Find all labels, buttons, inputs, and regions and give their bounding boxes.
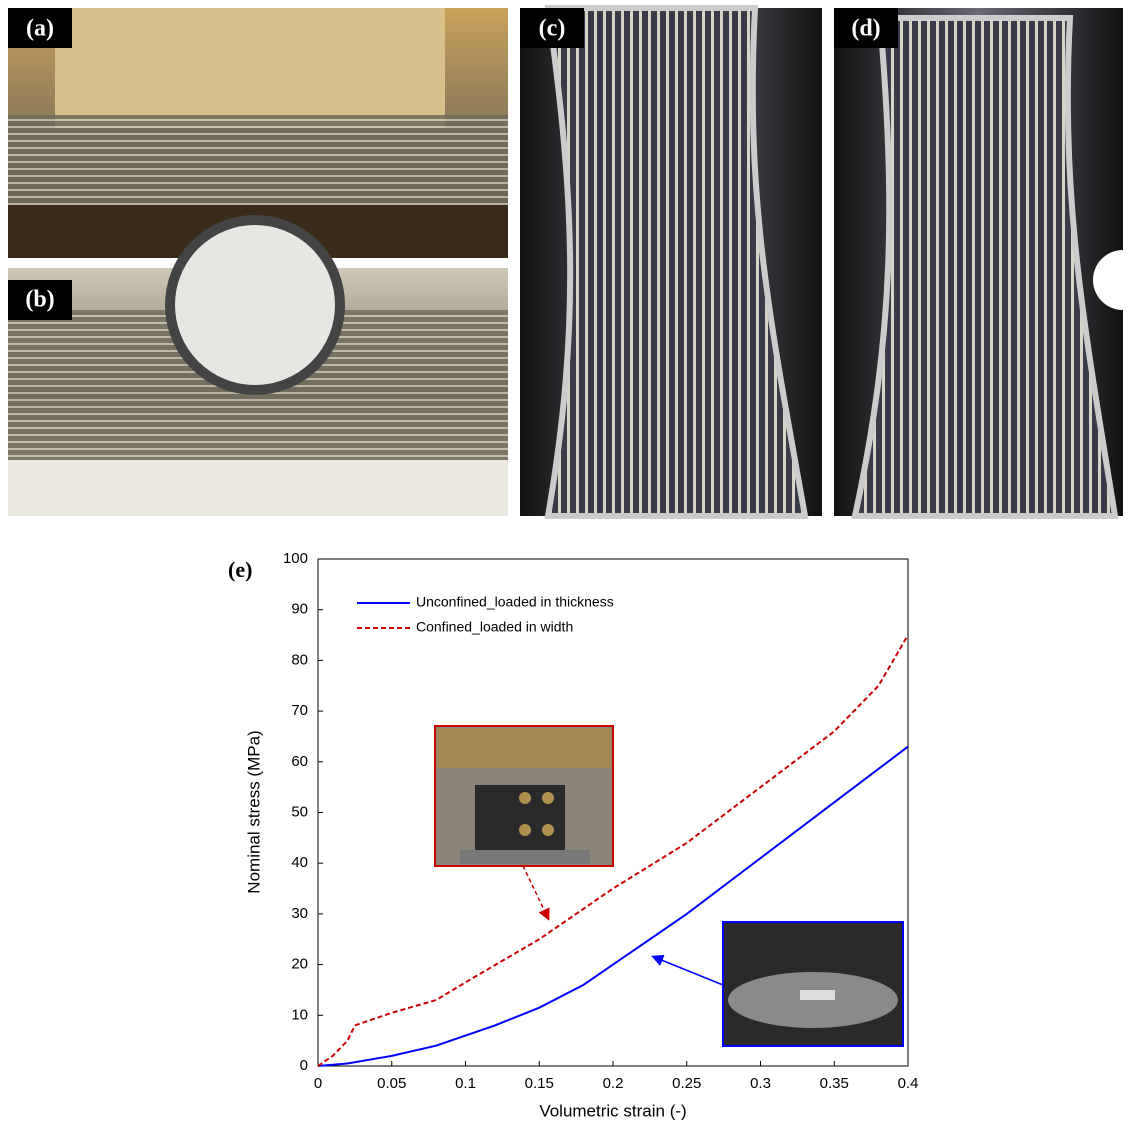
panel-label: (d): [851, 16, 880, 42]
y-tick-label: 100: [283, 550, 308, 567]
y-tick-label: 90: [291, 601, 308, 618]
x-tick-label: 0.35: [820, 1075, 849, 1092]
photo-d: [834, 8, 1131, 516]
figure: (a) (b) (c) (d) (e) Volumetric strain (-…: [0, 0, 1131, 1127]
y-tick-label: 0: [300, 1057, 308, 1074]
y-tick-label: 60: [291, 753, 308, 770]
y-tick-label: 30: [291, 905, 308, 922]
inset-confined: [435, 726, 613, 918]
inset-unconfined: [654, 922, 903, 1046]
x-tick-label: 0.4: [898, 1075, 919, 1092]
x-tick-label: 0.15: [525, 1075, 554, 1092]
y-axis-title: Nominal stress (MPa): [244, 730, 263, 893]
x-tick-label: 0.2: [603, 1075, 624, 1092]
x-tick-label: 0: [314, 1075, 322, 1092]
panel-label: (c): [539, 16, 566, 42]
page: {"panels": ["(a)", "(b)", "(c)", "(d)"],…: [0, 0, 1131, 1127]
x-tick-label: 0.1: [455, 1075, 476, 1092]
photo-c: [520, 8, 822, 516]
y-tick-label: 20: [291, 956, 308, 973]
x-axis-title: Volumetric strain (-): [539, 1101, 686, 1120]
y-tick-label: 50: [291, 803, 308, 820]
legend-label: Confined_loaded in width: [416, 619, 573, 635]
x-tick-label: 0.3: [750, 1075, 771, 1092]
y-tick-label: 80: [291, 651, 308, 668]
legend-label: Unconfined_loaded in thickness: [416, 594, 614, 610]
y-tick-label: 70: [291, 702, 308, 719]
panel-label: (a): [26, 16, 54, 42]
y-tick-label: 40: [291, 854, 308, 871]
x-tick-label: 0.25: [672, 1075, 701, 1092]
panel-label: (e): [228, 557, 252, 582]
y-tick-label: 10: [291, 1006, 308, 1023]
x-tick-label: 0.05: [377, 1075, 406, 1092]
panel-label: (b): [25, 287, 54, 313]
photo-b: [8, 220, 508, 516]
